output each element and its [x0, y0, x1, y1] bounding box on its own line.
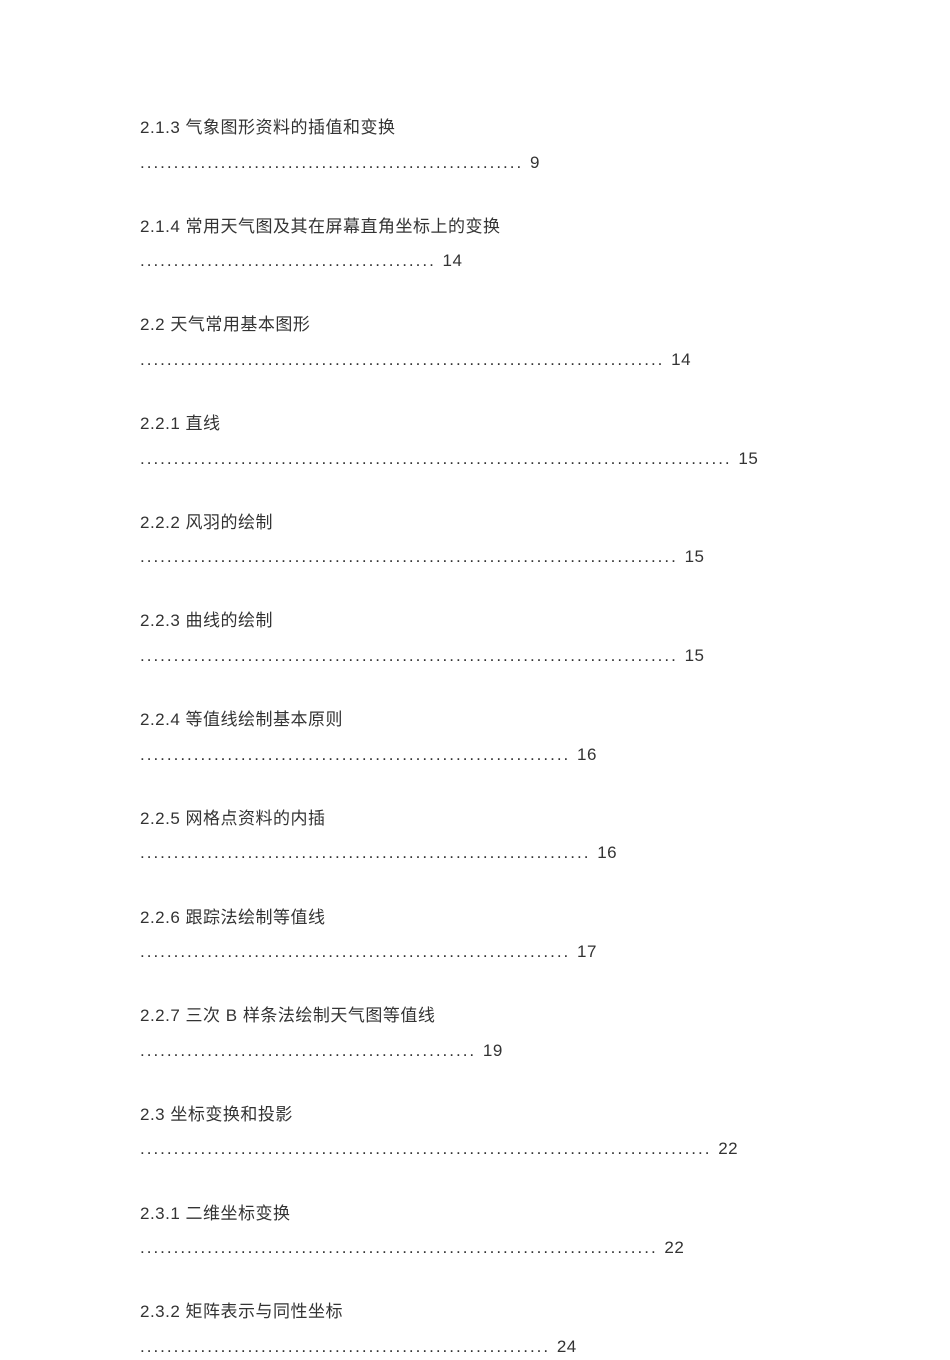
toc-leader: ........................................… — [140, 938, 810, 965]
toc-title: 2.1.4 常用天气图及其在屏幕直角坐标上的变换 — [140, 214, 810, 240]
toc-leader: ........................................… — [140, 1234, 810, 1261]
toc-dots: ........................................… — [140, 745, 577, 764]
toc-leader: ........................................… — [140, 1037, 810, 1064]
toc-entry: 2.2.1 直线................................… — [140, 411, 810, 472]
toc-page-number: 15 — [738, 449, 758, 468]
toc-entry: 2.1.4 常用天气图及其在屏幕直角坐标上的变换................… — [140, 214, 810, 275]
toc-leader: ........................................… — [140, 1333, 810, 1360]
toc-entry: 2.2.3 曲线的绘制.............................… — [140, 608, 810, 669]
toc-title: 2.2.2 风羽的绘制 — [140, 510, 810, 536]
toc-entry: 2.3.2 矩阵表示与同性坐标.........................… — [140, 1299, 810, 1360]
toc-entry: 2.3 坐标变换和投影.............................… — [140, 1102, 810, 1163]
toc-leader: ........................................… — [140, 741, 810, 768]
toc-page-number: 14 — [443, 251, 463, 270]
toc-title: 2.2 天气常用基本图形 — [140, 312, 810, 338]
toc-leader: ........................................… — [140, 247, 810, 274]
toc-dots: ........................................… — [140, 1238, 664, 1257]
toc-title: 2.3.1 二维坐标变换 — [140, 1201, 810, 1227]
toc-page-number: 9 — [530, 153, 540, 172]
toc-dots: ........................................… — [140, 1139, 718, 1158]
toc-leader: ........................................… — [140, 839, 810, 866]
toc-dots: ........................................… — [140, 1337, 557, 1356]
toc-dots: ........................................… — [140, 547, 685, 566]
toc-page-number: 14 — [671, 350, 691, 369]
toc-dots: ........................................… — [140, 350, 671, 369]
toc-title: 2.2.5 网格点资料的内插 — [140, 806, 810, 832]
toc-title: 2.2.1 直线 — [140, 411, 810, 437]
toc-entry: 2.2.4 等值线绘制基本原则.........................… — [140, 707, 810, 768]
toc-entry: 2.2.7 三次 B 样条法绘制天气图等值线..................… — [140, 1003, 810, 1064]
toc-entry: 2.2.2 风羽的绘制.............................… — [140, 510, 810, 571]
toc-title: 2.2.3 曲线的绘制 — [140, 608, 810, 634]
toc-page-number: 17 — [577, 942, 597, 961]
toc-dots: ........................................… — [140, 1041, 483, 1060]
toc-page-number: 15 — [685, 646, 705, 665]
toc-page-number: 16 — [597, 843, 617, 862]
toc-entry: 2.2.6 跟踪法绘制等值线..........................… — [140, 905, 810, 966]
toc-entry: 2.3.1 二维坐标变换............................… — [140, 1201, 810, 1262]
toc-entry: 2.2.5 网格点资料的内插..........................… — [140, 806, 810, 867]
toc-page-number: 15 — [685, 547, 705, 566]
toc-title: 2.3.2 矩阵表示与同性坐标 — [140, 1299, 810, 1325]
toc-leader: ........................................… — [140, 1135, 810, 1162]
toc-container: 2.1.3 气象图形资料的插值和变换......................… — [140, 115, 810, 1360]
toc-leader: ........................................… — [140, 642, 810, 669]
toc-dots: ........................................… — [140, 843, 597, 862]
toc-leader: ........................................… — [140, 346, 810, 373]
toc-page-number: 22 — [664, 1238, 684, 1257]
toc-page-number: 19 — [483, 1041, 503, 1060]
toc-leader: ........................................… — [140, 445, 810, 472]
toc-dots: ........................................… — [140, 251, 443, 270]
toc-page-number: 24 — [557, 1337, 577, 1356]
toc-leader: ........................................… — [140, 543, 810, 570]
toc-title: 2.3 坐标变换和投影 — [140, 1102, 810, 1128]
toc-title: 2.2.4 等值线绘制基本原则 — [140, 707, 810, 733]
toc-dots: ........................................… — [140, 942, 577, 961]
toc-page-number: 16 — [577, 745, 597, 764]
toc-page-number: 22 — [718, 1139, 738, 1158]
toc-title: 2.2.6 跟踪法绘制等值线 — [140, 905, 810, 931]
toc-entry: 2.1.3 气象图形资料的插值和变换......................… — [140, 115, 810, 176]
toc-title: 2.2.7 三次 B 样条法绘制天气图等值线 — [140, 1003, 810, 1029]
toc-leader: ........................................… — [140, 149, 810, 176]
toc-dots: ........................................… — [140, 646, 685, 665]
toc-title: 2.1.3 气象图形资料的插值和变换 — [140, 115, 810, 141]
toc-dots: ........................................… — [140, 449, 738, 468]
toc-dots: ........................................… — [140, 153, 530, 172]
toc-entry: 2.2 天气常用基本图形............................… — [140, 312, 810, 373]
